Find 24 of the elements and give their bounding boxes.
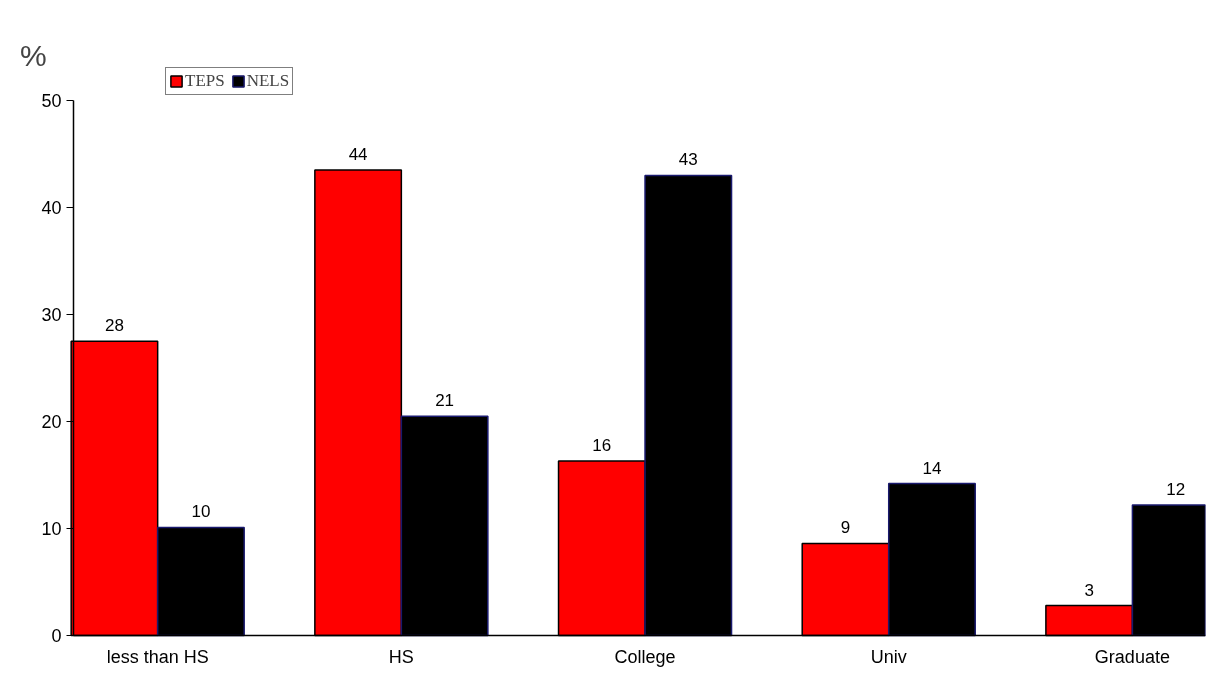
x-tick-label: Univ xyxy=(870,646,907,667)
x-tick-label: College xyxy=(614,646,676,667)
data-label: 21 xyxy=(435,391,455,411)
text: % xyxy=(19,38,47,72)
data-label: 12 xyxy=(1166,479,1186,499)
data-label: 28 xyxy=(104,316,124,336)
y-tick-label: 50 xyxy=(41,91,62,111)
data-label: 16 xyxy=(592,436,612,456)
data-label: 3 xyxy=(1084,580,1094,600)
legend-label: TEPS xyxy=(185,71,225,91)
y-tick-label: 30 xyxy=(41,305,62,325)
x-tick-label: HS xyxy=(388,646,414,667)
legend-label: NELS xyxy=(246,71,290,91)
data-label: 10 xyxy=(191,502,211,522)
data-label: 14 xyxy=(922,458,942,478)
y-tick-label: 10 xyxy=(41,519,62,539)
y-tick-label: 20 xyxy=(41,412,62,432)
y-tick-label: 0 xyxy=(51,626,62,646)
data-label: 9 xyxy=(840,518,851,538)
data-label: 44 xyxy=(348,145,368,165)
y-tick-label: 40 xyxy=(41,198,62,218)
data-label: 43 xyxy=(678,150,698,170)
x-tick-label: Graduate xyxy=(1094,646,1170,667)
x-tick-label: less than HS xyxy=(106,646,209,667)
